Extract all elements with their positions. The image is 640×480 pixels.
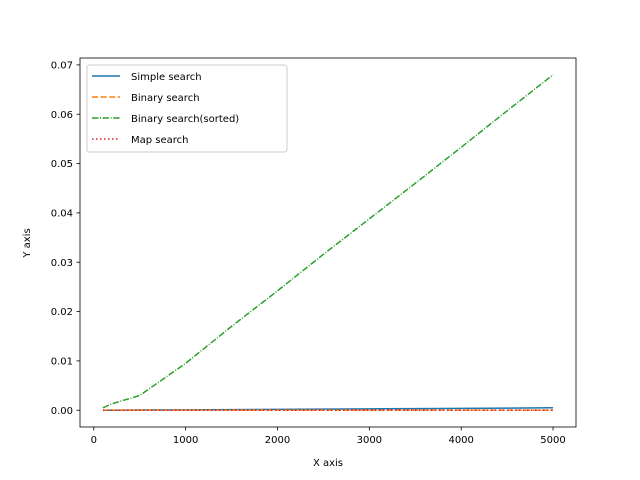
axes-layer: 0 1000 2000 3000 4000 5000 0.00 0.01 0.02 0.03 0.0…	[51, 57, 577, 446]
series-line-1	[102, 407, 554, 411]
x-tick-label: 5000	[540, 435, 565, 446]
plot-frame	[79, 57, 577, 428]
x-tick-label: 1000	[173, 435, 198, 446]
y-tick-label: 0.00	[51, 406, 73, 417]
legend-label-2: Binary search	[131, 93, 200, 104]
legend-label-4: Map search	[131, 135, 189, 146]
x-tick-label: 3000	[357, 435, 382, 446]
legend-label-1: Simple search	[131, 72, 202, 83]
legend: Simple search Binary search Binary search(…	[86, 64, 288, 153]
series-layer	[102, 74, 554, 411]
y-tick-label: 0.03	[51, 258, 73, 269]
y-tick-label: 0.04	[51, 209, 73, 220]
y-tick-label: 0.01	[51, 356, 73, 367]
legend-box	[86, 64, 288, 153]
y-tick-label: 0.05	[51, 159, 73, 170]
x-tick-label: 2000	[265, 435, 290, 446]
y-tick-label: 0.02	[51, 307, 73, 318]
series-line-3	[102, 74, 554, 409]
x-axis-title: X axis	[313, 458, 343, 469]
y-tick-label: 0.06	[51, 110, 73, 121]
legend-label-3: Binary search(sorted)	[131, 114, 239, 125]
y-tick-label: 0.07	[51, 61, 73, 72]
y-axis-title: Y axis	[22, 228, 33, 258]
x-tick-label: 0	[91, 435, 97, 446]
x-tick-label: 4000	[448, 435, 473, 446]
